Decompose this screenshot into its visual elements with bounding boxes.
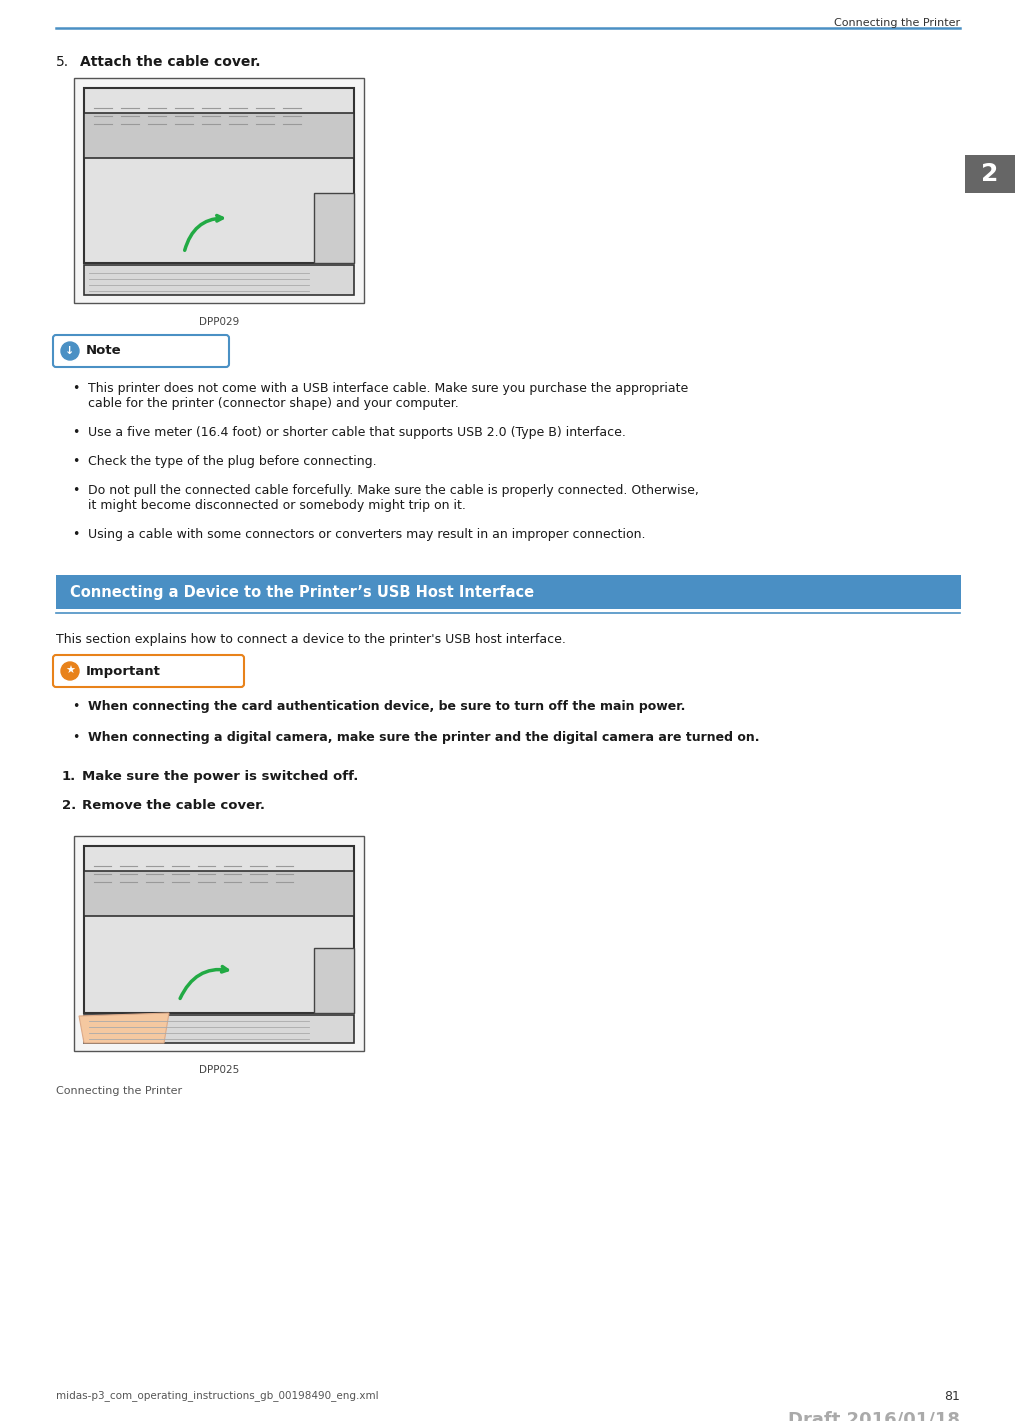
FancyBboxPatch shape <box>84 114 354 158</box>
Text: Use a five meter (16.4 foot) or shorter cable that supports USB 2.0 (Type B) int: Use a five meter (16.4 foot) or shorter … <box>88 426 626 439</box>
Text: Important: Important <box>86 665 161 678</box>
FancyBboxPatch shape <box>314 193 354 263</box>
Text: Remove the cable cover.: Remove the cable cover. <box>82 799 265 811</box>
FancyBboxPatch shape <box>74 78 364 303</box>
FancyBboxPatch shape <box>965 155 1015 193</box>
Text: This section explains how to connect a device to the printer's USB host interfac: This section explains how to connect a d… <box>56 632 566 647</box>
FancyBboxPatch shape <box>53 655 244 686</box>
Text: 2.: 2. <box>62 799 76 811</box>
Text: •: • <box>72 382 79 395</box>
Text: This printer does not come with a USB interface cable. Make sure you purchase th: This printer does not come with a USB in… <box>88 382 688 411</box>
Text: When connecting a digital camera, make sure the printer and the digital camera a: When connecting a digital camera, make s… <box>88 730 759 745</box>
FancyBboxPatch shape <box>56 576 961 610</box>
FancyBboxPatch shape <box>84 1015 354 1043</box>
Text: DPP029: DPP029 <box>199 317 239 327</box>
FancyBboxPatch shape <box>53 335 229 367</box>
Circle shape <box>61 342 79 360</box>
Text: Connecting the Printer: Connecting the Printer <box>56 1086 182 1096</box>
Text: Do not pull the connected cable forcefully. Make sure the cable is properly conn: Do not pull the connected cable forceful… <box>88 485 699 512</box>
Polygon shape <box>79 1013 169 1043</box>
FancyBboxPatch shape <box>84 88 354 263</box>
Text: midas-p3_com_operating_instructions_gb_00198490_eng.xml: midas-p3_com_operating_instructions_gb_0… <box>56 1390 379 1401</box>
Text: Attach the cable cover.: Attach the cable cover. <box>80 55 261 70</box>
Text: •: • <box>72 455 79 468</box>
FancyBboxPatch shape <box>84 264 354 296</box>
Text: •: • <box>72 485 79 497</box>
Text: ↓: ↓ <box>65 345 74 357</box>
Text: Draft 2016/01/18: Draft 2016/01/18 <box>788 1410 960 1421</box>
Text: DPP025: DPP025 <box>199 1064 239 1076</box>
Text: 5.: 5. <box>56 55 69 70</box>
Text: 1.: 1. <box>62 770 76 783</box>
Text: ★: ★ <box>65 666 75 676</box>
Text: Connecting a Device to the Printer’s USB Host Interface: Connecting a Device to the Printer’s USB… <box>70 584 534 600</box>
FancyBboxPatch shape <box>74 836 364 1052</box>
Text: When connecting the card authentication device, be sure to turn off the main pow: When connecting the card authentication … <box>88 701 685 713</box>
Text: 2: 2 <box>981 162 999 186</box>
Text: Connecting the Printer: Connecting the Printer <box>834 18 960 28</box>
Text: •: • <box>72 730 79 745</box>
Text: Make sure the power is switched off.: Make sure the power is switched off. <box>82 770 358 783</box>
Text: Using a cable with some connectors or converters may result in an improper conne: Using a cable with some connectors or co… <box>88 529 645 541</box>
Text: •: • <box>72 426 79 439</box>
Text: •: • <box>72 529 79 541</box>
FancyBboxPatch shape <box>84 871 354 917</box>
Text: 81: 81 <box>944 1390 960 1403</box>
FancyBboxPatch shape <box>314 948 354 1013</box>
Text: Check the type of the plug before connecting.: Check the type of the plug before connec… <box>88 455 377 468</box>
Circle shape <box>61 662 79 681</box>
Text: Note: Note <box>86 344 121 358</box>
FancyBboxPatch shape <box>84 845 354 1013</box>
Text: •: • <box>72 701 79 713</box>
